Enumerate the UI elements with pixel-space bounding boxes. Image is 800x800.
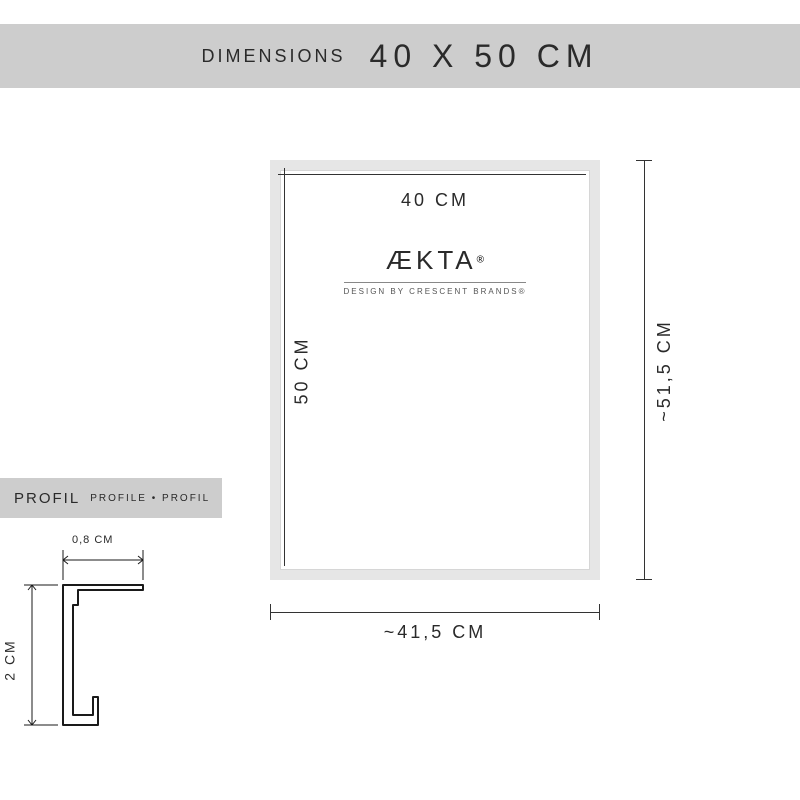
- profile-title-sub: PROFILE • PROFIL: [90, 493, 210, 504]
- outer-width-label: ~41,5 CM: [270, 622, 600, 643]
- brand-registered-icon: ®: [477, 255, 484, 266]
- inner-height-line: [284, 174, 285, 566]
- profile-title-main: PROFIL: [14, 490, 80, 507]
- inner-width-line: [284, 174, 586, 175]
- inner-tick-vertical: [284, 168, 285, 174]
- outer-height-tick-top: [636, 160, 652, 161]
- profile-banner: PROFIL PROFILE • PROFIL: [0, 478, 222, 518]
- dimensions-value: 40 X 50 CM: [370, 38, 599, 75]
- outer-width-line: [270, 612, 600, 613]
- frame-outline: [270, 160, 600, 580]
- profile-side-dimension-label: 2 CM: [2, 639, 18, 680]
- profile-cross-section-icon: [18, 530, 218, 770]
- brand-name-row: ÆKTA®: [270, 245, 600, 276]
- frame-diagram: 40 CM 50 CM ÆKTA® DESIGN BY CRESCENT BRA…: [270, 160, 600, 580]
- outer-height-dimension: ~51,5 CM: [624, 160, 664, 580]
- brand-name: ÆKTA: [386, 245, 477, 275]
- outer-height-label-wrap: ~51,5 CM: [652, 160, 676, 580]
- outer-width-tick-right: [599, 604, 600, 620]
- inner-height-label: 50 CM: [292, 336, 313, 404]
- dimensions-label: DIMENSIONS: [202, 46, 346, 67]
- inner-height-label-wrap: 50 CM: [290, 160, 314, 580]
- inner-width-label: 40 CM: [270, 190, 600, 211]
- inner-tick-horizontal: [278, 174, 284, 175]
- dimensions-banner: DIMENSIONS 40 X 50 CM: [0, 24, 800, 88]
- profile-side-dimension-wrap: 2 CM: [0, 590, 20, 730]
- brand-subtitle: DESIGN BY CRESCENT BRANDS®: [344, 282, 527, 296]
- outer-height-line: [644, 160, 645, 580]
- outer-height-label: ~51,5 CM: [654, 319, 675, 422]
- outer-width-dimension: ~41,5 CM: [270, 594, 600, 634]
- brand-block: ÆKTA® DESIGN BY CRESCENT BRANDS®: [270, 245, 600, 299]
- outer-height-tick-bottom: [636, 579, 652, 580]
- outer-width-tick-left: [270, 604, 271, 620]
